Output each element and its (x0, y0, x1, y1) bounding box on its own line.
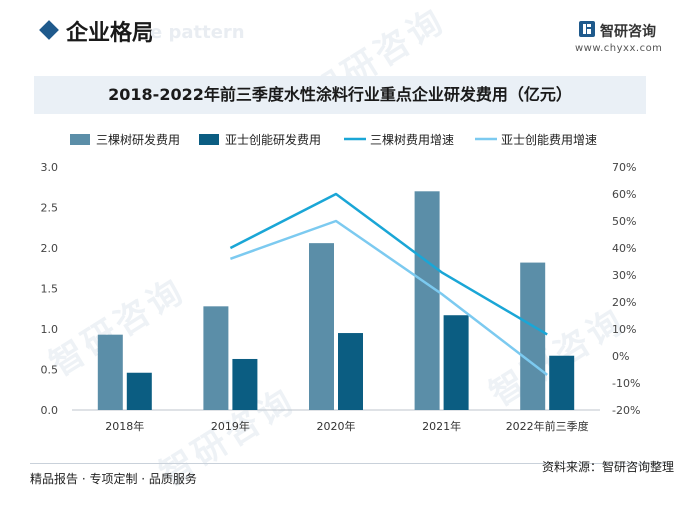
x-tick-label: 2018年 (105, 419, 144, 433)
y-left-tick-label: 2.5 (41, 202, 59, 215)
y-right-tick-label: 0% (612, 350, 629, 363)
bar-sankeshu (309, 243, 334, 410)
section-title: 企业格局 (66, 21, 155, 46)
bar-yashi (549, 355, 575, 410)
y-right-tick-label: 70% (612, 161, 636, 174)
bar-sankeshu (203, 306, 229, 410)
legend-label: 三棵树研发费用 (96, 132, 180, 147)
lines (229, 192, 548, 376)
bar-yashi (443, 315, 469, 410)
legend-label: 三棵树费用增速 (370, 132, 454, 147)
footer-divider (30, 463, 670, 464)
legend-swatch (70, 134, 90, 145)
legend: 三棵树研发费用 亚士创能研发费用 三棵树费用增速 亚士创能费用增速 (70, 132, 597, 147)
footer-tagline: 精品报告 · 专项定制 · 品质服务 (30, 472, 197, 486)
footer-source: 资料来源：智研咨询整理 (541, 460, 674, 474)
y-left-tick-label: 2.0 (41, 242, 59, 255)
y-right-tick-label: -20% (612, 404, 640, 417)
y-left-tick-label: 0.0 (41, 404, 59, 417)
chart-title: 2018-2022年前三季度水性涂料行业重点企业研发费用（亿元） (34, 76, 646, 114)
axes: 0.0 0.5 1.0 1.5 2.0 2.5 3.0 -20% -10% 0% 10% 20% 30%… (41, 161, 641, 433)
bar-sankeshu (97, 334, 123, 410)
y-right-tick-label: 10% (612, 323, 636, 336)
x-tick-label: 2022年前三季度 (506, 419, 589, 433)
y-left-tick-label: 1.0 (41, 323, 59, 336)
bar-yashi (338, 333, 363, 410)
section-diamond-icon (39, 20, 59, 40)
bar-yashi (126, 372, 152, 410)
legend-label: 亚士创能费用增速 (501, 133, 597, 147)
chart-area: 三棵树研发费用 亚士创能研发费用 三棵树费用增速 亚士创能费用增速 0.0 0.5 1.0… (41, 132, 641, 433)
y-left-tick-label: 0.5 (41, 364, 59, 377)
y-right-tick-label: -10% (612, 377, 640, 390)
bar-sankeshu (414, 191, 440, 410)
bar-sankeshu (520, 262, 546, 410)
x-tick-label: 2021年 (422, 419, 461, 433)
brand-name: 智研咨询 (600, 24, 656, 40)
line-sankeshu-growth (229, 192, 548, 336)
header: 企业格局 e pattern 智研咨询 www.chyxx.com (0, 0, 696, 64)
bar-yashi (232, 358, 258, 410)
brand-url: www.chyxx.com (575, 43, 663, 54)
x-tick-label: 2019年 (211, 419, 250, 433)
y-right-tick-label: 50% (612, 215, 636, 228)
line-yashi-growth (229, 219, 548, 376)
legend-label: 亚士创能研发费用 (225, 132, 321, 147)
x-tick-label: 2020年 (317, 419, 356, 433)
y-right-tick-label: 60% (612, 188, 636, 201)
y-left-tick-label: 3.0 (41, 161, 59, 174)
bars (97, 191, 575, 410)
y-right-tick-label: 40% (612, 242, 636, 255)
legend-swatch (199, 134, 219, 145)
chyxx-logo-icon (579, 21, 595, 37)
y-right-tick-label: 20% (612, 296, 636, 309)
section-subtitle-en: e pattern (150, 22, 245, 43)
y-right-tick-label: 30% (612, 269, 636, 282)
y-left-tick-label: 1.5 (41, 283, 59, 296)
